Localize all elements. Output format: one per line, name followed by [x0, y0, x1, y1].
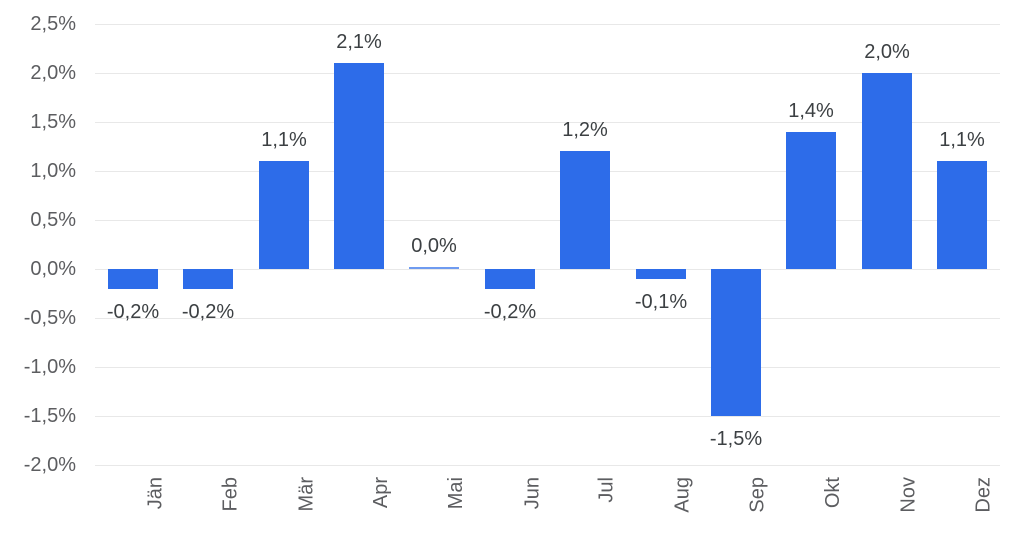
bar-value-label: -0,1%	[634, 291, 688, 313]
y-axis-tick-label: 0,0%	[30, 258, 76, 280]
bar-jän	[108, 269, 158, 289]
bar-dez	[937, 161, 987, 269]
y-axis-tick-label: -2,0%	[23, 454, 76, 476]
x-axis-label-jän: Jän	[144, 477, 166, 510]
x-axis-label-jun: Jun	[521, 477, 543, 510]
gridline	[95, 416, 1000, 417]
bar-value-label: 1,1%	[939, 129, 985, 151]
bar-value-label: -0,2%	[181, 301, 235, 323]
bar-value-label: 2,0%	[864, 41, 910, 63]
y-axis-tick-label: 2,0%	[30, 62, 76, 84]
x-axis-label-okt: Okt	[822, 477, 844, 509]
y-axis-tick-label: -0,5%	[23, 307, 76, 329]
y-axis-tick-label: -1,5%	[23, 405, 76, 427]
bar-jun	[485, 269, 535, 289]
x-axis-label-mai: Mai	[445, 477, 467, 510]
y-axis-tick-label: 2,5%	[30, 13, 76, 35]
x-axis-label-mär: Mär	[295, 477, 317, 512]
gridline	[95, 465, 1000, 466]
bar-value-label: 1,4%	[788, 100, 834, 122]
y-axis-tick-label: -1,0%	[23, 356, 76, 378]
x-axis-label-dez: Dez	[973, 477, 995, 513]
bar-value-label: -0,2%	[106, 301, 160, 323]
y-axis-tick-label: 1,0%	[30, 160, 76, 182]
gridline	[95, 367, 1000, 368]
bar-okt	[786, 132, 836, 269]
bar-feb	[183, 269, 233, 289]
gridline	[95, 24, 1000, 25]
bar-value-label: 1,2%	[562, 119, 608, 141]
bar-jul	[560, 151, 610, 269]
bar-apr	[334, 63, 384, 269]
x-axis-label-aug: Aug	[672, 477, 694, 513]
x-axis-label-nov: Nov	[898, 477, 920, 513]
x-axis-label-jul: Jul	[596, 477, 618, 503]
bar-value-label: 0,0%	[411, 235, 457, 257]
bar-nov	[862, 73, 912, 269]
x-axis-label-feb: Feb	[219, 477, 241, 512]
x-axis-label-sep: Sep	[747, 477, 769, 513]
bar-value-label: 2,1%	[336, 31, 382, 53]
bar-value-label: 1,1%	[261, 129, 307, 151]
bar-mai	[409, 267, 459, 269]
bar-value-label: -1,5%	[709, 428, 763, 450]
bar-aug	[636, 269, 686, 279]
y-axis-tick-label: 0,5%	[30, 209, 76, 231]
y-axis-tick-label: 1,5%	[30, 111, 76, 133]
bar-mär	[259, 161, 309, 269]
bar-value-label: -0,2%	[483, 301, 537, 323]
bar-sep	[711, 269, 761, 416]
x-axis-label-apr: Apr	[370, 477, 392, 509]
